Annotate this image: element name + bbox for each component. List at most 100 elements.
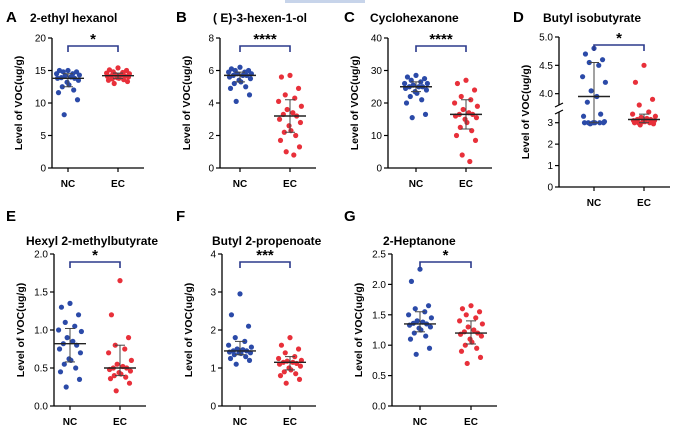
data-point-nc <box>419 97 425 103</box>
y-tick-label: 0 <box>210 402 216 413</box>
panel-letter: A <box>6 9 17 26</box>
data-point-ec <box>297 363 304 369</box>
data-point-nc <box>246 92 253 98</box>
x-tick-label: NC <box>233 179 247 190</box>
panel-letter: D <box>513 9 524 26</box>
data-point-nc <box>407 336 414 342</box>
y-tick-label: 4.5 <box>539 61 553 72</box>
data-point-ec <box>282 350 288 356</box>
data-point-ec <box>113 388 119 394</box>
x-tick-label: EC <box>111 179 125 190</box>
data-point-ec <box>649 96 656 102</box>
data-point-nc <box>417 266 423 272</box>
y-tick-label: 3 <box>210 288 216 299</box>
significance-label: **** <box>429 31 453 48</box>
y-tick-label: 4 <box>210 250 216 261</box>
data-point-ec <box>454 80 461 87</box>
data-point-ec <box>296 376 303 382</box>
data-point-nc <box>422 111 429 117</box>
data-point-nc <box>237 291 243 297</box>
data-point-nc <box>78 328 84 335</box>
panel-f: F Butyl 2-propenoate Level of VOC(ug/g) 0 1 2… <box>176 208 322 428</box>
y-tick-label: 2 <box>208 131 214 142</box>
data-point-nc <box>427 324 434 330</box>
y-tick-label: 1.0 <box>372 341 386 352</box>
data-point-nc <box>231 352 237 358</box>
data-point-nc <box>72 323 78 329</box>
data-point-nc <box>600 120 607 126</box>
top-stripe <box>285 0 365 3</box>
data-point-ec <box>462 342 468 348</box>
data-point-nc <box>64 335 70 341</box>
data-point-ec <box>463 312 469 318</box>
data-point-nc <box>226 69 232 75</box>
data-point-nc <box>424 80 430 87</box>
data-point-ec <box>650 121 657 127</box>
data-point-ec <box>636 102 642 108</box>
data-point-nc <box>245 323 252 329</box>
data-point-nc <box>61 112 67 118</box>
data-point-nc <box>411 330 417 336</box>
data-point-nc <box>413 72 419 78</box>
data-point-nc <box>56 327 62 333</box>
data-point-nc <box>57 369 64 375</box>
data-point-ec <box>277 373 284 379</box>
data-point-ec <box>293 371 299 377</box>
data-point-ec <box>459 306 466 312</box>
data-point-nc <box>409 115 415 121</box>
data-point-nc <box>412 306 418 312</box>
y-tick-label: 0.5 <box>372 371 386 382</box>
data-point-nc <box>403 100 410 106</box>
x-tick-label: EC <box>283 417 297 428</box>
y-tick-label: 20 <box>371 99 383 110</box>
y-tick-label: 1.0 <box>34 326 48 337</box>
data-point-ec <box>458 348 465 354</box>
panel-title: Hexyl 2-methylbutyrate <box>26 234 158 248</box>
data-point-ec <box>296 144 303 150</box>
data-point-nc <box>584 99 590 105</box>
panel-title: 2-Heptanone <box>383 234 456 248</box>
data-point-nc <box>65 67 71 74</box>
data-point-ec <box>464 119 470 126</box>
data-point-nc <box>76 376 83 382</box>
y-tick-label: 10 <box>371 131 383 142</box>
data-point-nc <box>588 88 594 94</box>
y-tick-label: 6 <box>208 66 214 77</box>
data-point-nc <box>67 300 73 306</box>
y-axis-label: Level of VOC(ug/g) <box>13 56 25 151</box>
data-point-ec <box>107 376 114 382</box>
data-point-nc <box>421 76 428 82</box>
data-point-ec <box>471 87 478 93</box>
y-tick-label: 30 <box>371 66 383 77</box>
data-point-nc <box>248 344 254 350</box>
data-point-nc <box>426 345 433 351</box>
data-point-ec <box>641 62 647 68</box>
data-point-ec <box>293 132 299 139</box>
y-tick-label: 1 <box>210 364 216 375</box>
data-point-ec <box>463 77 469 83</box>
panel-d: D Butyl isobutyrate Level of VOC(ug/g) 0 1 2 3… <box>513 9 670 209</box>
y-tick-label: 8 <box>208 34 214 45</box>
data-point-ec <box>290 110 296 116</box>
y-tick-label: 2 <box>547 140 553 151</box>
data-point-ec <box>128 357 134 363</box>
x-tick-label: EC <box>459 179 473 190</box>
data-point-ec <box>122 346 128 352</box>
panel-title: Butyl isobutyrate <box>543 11 641 25</box>
panel-letter: G <box>344 208 356 225</box>
data-point-ec <box>474 345 480 351</box>
axis-break-mark <box>554 102 564 108</box>
data-point-nc <box>247 76 254 82</box>
panel-letter: B <box>176 9 187 26</box>
data-point-nc <box>596 62 602 68</box>
data-point-nc <box>227 85 234 91</box>
y-tick-label: 1.5 <box>34 288 48 299</box>
y-tick-label: 0 <box>40 164 46 175</box>
data-point-nc <box>580 113 587 119</box>
significance-label: * <box>92 247 98 264</box>
significance-label: * <box>443 247 449 264</box>
y-tick-label: 40 <box>371 34 383 45</box>
data-point-nc <box>59 84 65 90</box>
significance-bracket <box>415 45 467 52</box>
